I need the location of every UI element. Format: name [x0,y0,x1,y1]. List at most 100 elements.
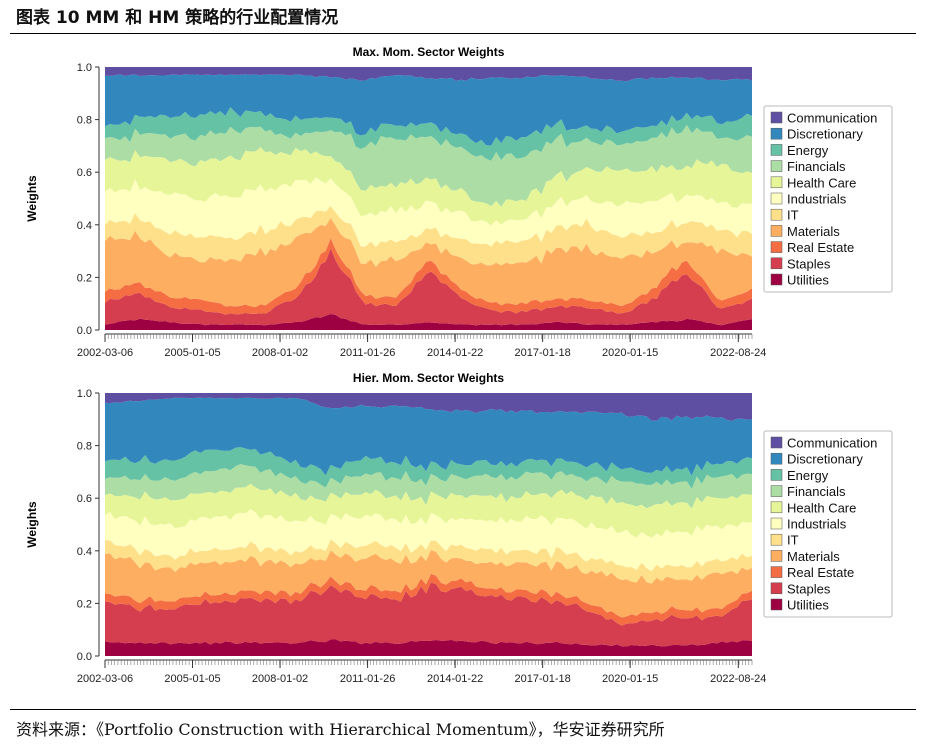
legend-swatch-utilities [770,598,783,611]
y-tick-label: 0.8 [77,441,92,453]
area-series-financials [105,124,752,207]
legend-label-industrials: Industrials [787,517,847,532]
source-note: 资料来源：《Portfolio Construction with Hierar… [16,720,665,739]
area-series-it [105,205,752,267]
area-series-discretionary [105,74,752,146]
chart-title: Max. Mom. Sector Weights [353,45,505,59]
legend-swatch-energy [770,144,783,156]
y-tick-label: 0.2 [77,272,92,284]
x-tick-label: 2011-01-26 [340,673,395,685]
y-tick-label: 0.0 [77,325,92,337]
legend-swatch-health-care [770,501,783,514]
x-tick-label: 2020-01-15 [602,347,658,359]
area-series-real-estate [105,573,752,626]
area-series-discretionary [105,397,752,476]
legend-swatch-materials [770,225,783,237]
stacked-areas [105,67,752,330]
x-tick-label: 2014-01-22 [427,347,483,359]
area-series-it [105,539,752,584]
y-tick-label: 0.8 [77,115,92,127]
area-series-energy [105,107,752,161]
legend-label-discretionary: Discretionary [787,452,863,467]
area-series-materials [105,549,752,618]
y-axis-label: Weights [25,175,39,222]
legend-label-real-estate: Real Estate [787,565,854,580]
legend-label-communication: Communication [787,111,877,126]
bottom-rule [10,709,916,710]
legend-label-health-care: Health Care [787,175,856,190]
y-tick-label: 1.0 [77,388,92,400]
area-series-health-care [105,483,752,538]
area-series-communication [105,67,752,82]
x-minor-ticks [104,334,753,339]
legend-label-it: IT [787,533,799,548]
legend: CommunicationDiscretionaryEnergyFinancia… [763,430,893,618]
legend-swatch-real-estate [770,241,783,253]
x-tick-label: 2005-01-05 [164,673,220,685]
x-tick-label: 2014-01-22 [427,673,483,685]
legend-swatch-health-care [770,176,783,189]
x-tick-label: 2017-01-18 [515,673,571,685]
legend-swatch-real-estate [770,566,783,578]
area-series-staples [105,582,752,647]
legend-label-utilities: Utilities [787,273,829,288]
legend-swatch-staples [770,582,783,595]
legend-swatch-financials [770,485,783,497]
legend: CommunicationDiscretionaryEnergyFinancia… [763,105,893,293]
y-tick-label: 0.2 [77,598,92,610]
y-tick-label: 0.6 [77,167,92,179]
legend-swatch-financials [770,160,783,172]
chart-panel-1: Max. Mom. Sector Weights 0.0 0.2 0.4 0.6 0.8 1… [25,45,893,359]
x-tick-label: 2008-01-02 [252,347,308,359]
y-tick-label: 0.0 [77,651,92,663]
x-tick-label: 2022-08-24 [710,347,766,359]
legend-label-health-care: Health Care [787,500,856,515]
charts-canvas: Max. Mom. Sector Weights 0.0 0.2 0.4 0.6 0.8 1… [25,45,893,685]
x-tick-label: 2005-01-05 [164,347,220,359]
x-minor-ticks [104,660,753,665]
area-series-materials [105,217,752,308]
legend-label-industrials: Industrials [787,192,847,207]
legend-swatch-utilities [770,273,783,286]
area-series-industrials [105,509,752,572]
area-series-staples [105,248,752,326]
legend-swatch-discretionary [770,127,783,140]
legend-swatch-it [770,533,783,546]
legend-label-utilities: Utilities [787,598,829,613]
top-rule [10,33,916,34]
legend-label-energy: Energy [787,468,829,483]
x-tick-label: 2017-01-18 [515,347,571,359]
x-tick-label: 2002-03-06 [77,347,133,359]
area-series-utilities [105,314,752,330]
area-series-energy [105,447,752,489]
legend-swatch-materials [770,550,783,562]
figure-title: 图表 10 MM 和 HM 策略的行业配置情况 [16,8,339,28]
legend-label-staples: Staples [787,581,831,596]
legend-label-staples: Staples [787,256,831,271]
x-tick-label: 2011-01-26 [340,347,395,359]
y-axis-label: Weights [25,501,39,548]
legend-swatch-staples [770,257,783,270]
legend-label-materials: Materials [787,224,840,239]
chart-title: Hier. Mom. Sector Weights [353,371,504,385]
legend-label-it: IT [787,208,799,223]
legend-label-financials: Financials [787,159,846,174]
legend-swatch-discretionary [770,452,783,465]
x-tick-label: 2008-01-02 [252,673,308,685]
legend-label-financials: Financials [787,484,846,499]
chart-panel-2: Hier. Mom. Sector Weights 0.0 0.2 0.4 0.6 0.8… [25,371,893,685]
y-tick-label: 0.4 [77,220,92,232]
legend-label-communication: Communication [787,436,877,451]
legend-swatch-communication [770,436,783,449]
legend-swatch-industrials [770,192,783,205]
x-tick-label: 2002-03-06 [77,673,133,685]
area-series-communication [105,393,752,421]
y-tick-label: 1.0 [77,62,92,74]
legend-swatch-communication [770,111,783,124]
area-series-health-care [105,147,752,226]
legend-label-energy: Energy [787,143,829,158]
legend-label-real-estate: Real Estate [787,240,854,255]
stacked-areas [105,393,752,656]
area-series-industrials [105,177,752,247]
x-tick-label: 2020-01-15 [602,673,658,685]
